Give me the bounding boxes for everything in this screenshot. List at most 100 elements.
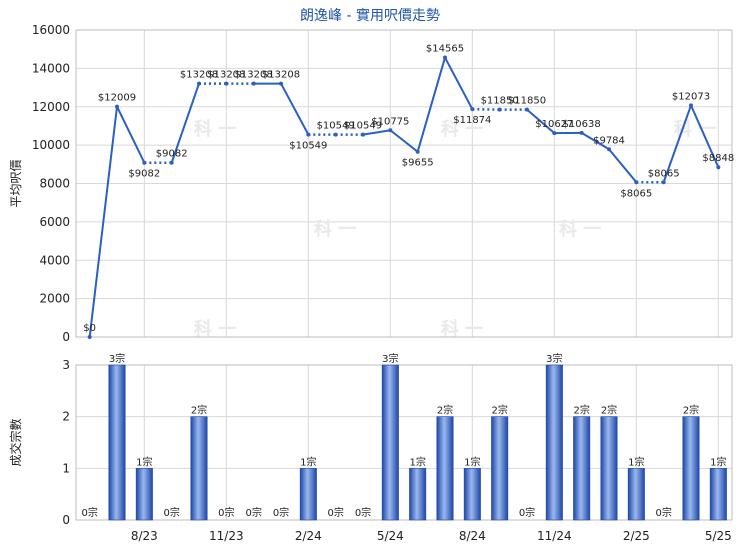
price-line-segment xyxy=(280,83,310,136)
volume-y-axis-title: 成交宗數 xyxy=(8,418,23,466)
volume-data-label: 1宗 xyxy=(710,455,726,468)
chart-title: 朗逸峰 - 實用呎價走勢 xyxy=(300,7,440,24)
price-point xyxy=(443,55,447,60)
price-line-segment xyxy=(416,57,446,153)
price-line-segment xyxy=(362,129,391,136)
price-data-label: $11850 xyxy=(508,96,546,107)
price-data-label: $9655 xyxy=(402,158,434,169)
price-point xyxy=(142,160,147,165)
volume-data-label: 2宗 xyxy=(573,404,589,417)
volume-data-label: 1宗 xyxy=(628,455,644,468)
price-point xyxy=(306,132,311,137)
price-point xyxy=(579,130,584,135)
volume-data-label: 0宗 xyxy=(327,506,343,519)
price-point xyxy=(552,131,557,136)
price-data-label: $13208 xyxy=(262,70,300,81)
volume-data-label: 1宗 xyxy=(136,455,152,468)
price-y-tick-label: 16000 xyxy=(32,23,70,37)
price-point xyxy=(115,104,119,109)
volume-data-label: 0宗 xyxy=(245,506,261,519)
price-data-label: $9082 xyxy=(128,169,160,180)
price-y-tick-label: 10000 xyxy=(32,138,70,152)
price-y-tick-label: 0 xyxy=(62,330,70,344)
price-line-segment xyxy=(608,148,638,183)
price-data-label: $8065 xyxy=(620,188,652,199)
volume-bar xyxy=(682,416,700,521)
volume-data-label: 1宗 xyxy=(409,455,425,468)
volume-y-tick-label: 0 xyxy=(62,513,70,527)
volume-bar xyxy=(299,468,317,521)
volume-data-label: 0宗 xyxy=(218,506,234,519)
price-data-label: $12009 xyxy=(98,93,136,104)
price-point xyxy=(661,180,666,185)
volume-y-tick-label: 3 xyxy=(62,358,70,372)
volume-bar xyxy=(463,468,481,521)
volume-bar xyxy=(627,468,645,521)
volume-data-label: 1宗 xyxy=(464,455,480,468)
price-point xyxy=(470,107,475,112)
price-data-label: $0 xyxy=(83,323,96,334)
volume-data-label: 0宗 xyxy=(519,506,535,519)
price-point xyxy=(415,149,420,154)
price-point xyxy=(607,147,611,152)
price-point xyxy=(716,165,721,170)
price-data-label: $14565 xyxy=(426,44,464,55)
volume-data-label: 0宗 xyxy=(655,506,671,519)
price-point xyxy=(388,128,393,133)
price-data-label: $13208 xyxy=(180,70,218,81)
price-point xyxy=(279,81,283,86)
volume-plot-frame xyxy=(75,364,733,521)
x-tick-label: 5/25 xyxy=(705,529,732,543)
price-line-segment xyxy=(170,83,200,164)
price-point xyxy=(333,132,338,137)
x-tick-label: 8/23 xyxy=(131,529,158,543)
volume-panel: 0 1 2 3 成交宗數 0宗 3宗 1宗 0宗 2宗 0宗 0宗 0宗 1宗 0宗 0宗 3宗 1宗 2宗 1宗 2宗… xyxy=(8,352,733,543)
volume-bar xyxy=(381,364,399,521)
price-line-segment xyxy=(444,57,474,110)
price-data-label: $11850 xyxy=(481,96,519,107)
price-y-tick-label: 14000 xyxy=(32,61,70,75)
price-y-tick-label: 2000 xyxy=(39,292,70,306)
price-point xyxy=(251,81,256,86)
volume-data-label: 3宗 xyxy=(546,352,562,365)
price-point xyxy=(224,81,229,86)
price-data-label: $10627 xyxy=(535,119,573,130)
price-data-label: $13208 xyxy=(235,70,273,81)
volume-bar xyxy=(409,468,427,521)
x-tick-label: 8/24 xyxy=(459,529,486,543)
volume-bar xyxy=(573,416,591,521)
x-tick-label: 2/25 xyxy=(623,529,650,543)
volume-data-label: 1宗 xyxy=(300,455,316,468)
price-data-label: $9784 xyxy=(593,135,625,146)
price-point xyxy=(525,107,529,112)
volume-bar xyxy=(600,416,618,521)
price-data-label: $10638 xyxy=(563,119,601,130)
watermark: 科 一 xyxy=(194,318,236,340)
watermark: 科 一 xyxy=(441,318,483,340)
price-y-axis-title: 平均呎價 xyxy=(9,159,23,207)
volume-bar xyxy=(709,468,727,521)
price-point xyxy=(169,160,174,165)
volume-data-label: 2宗 xyxy=(683,404,699,417)
price-point xyxy=(689,103,693,108)
watermark: 科 一 xyxy=(314,218,356,240)
volume-data-label: 2宗 xyxy=(437,404,453,417)
price-data-label: $8065 xyxy=(648,168,680,179)
price-point xyxy=(361,132,365,137)
price-data-label: $10549 xyxy=(317,121,355,132)
watermark: 科 一 xyxy=(441,118,483,140)
volume-data-label: 2宗 xyxy=(191,404,207,417)
price-point xyxy=(497,107,502,112)
price-line-segment xyxy=(389,129,419,153)
price-point xyxy=(197,81,201,86)
price-data-label: $10549 xyxy=(289,141,327,152)
volume-data-label: 0宗 xyxy=(355,506,371,519)
price-point xyxy=(87,335,92,339)
price-line-segment xyxy=(690,104,720,168)
price-line-segment xyxy=(662,105,692,183)
price-y-tick-label: 12000 xyxy=(32,100,70,114)
volume-data-label: 3宗 xyxy=(382,352,398,365)
price-data-label: $9082 xyxy=(156,149,188,160)
